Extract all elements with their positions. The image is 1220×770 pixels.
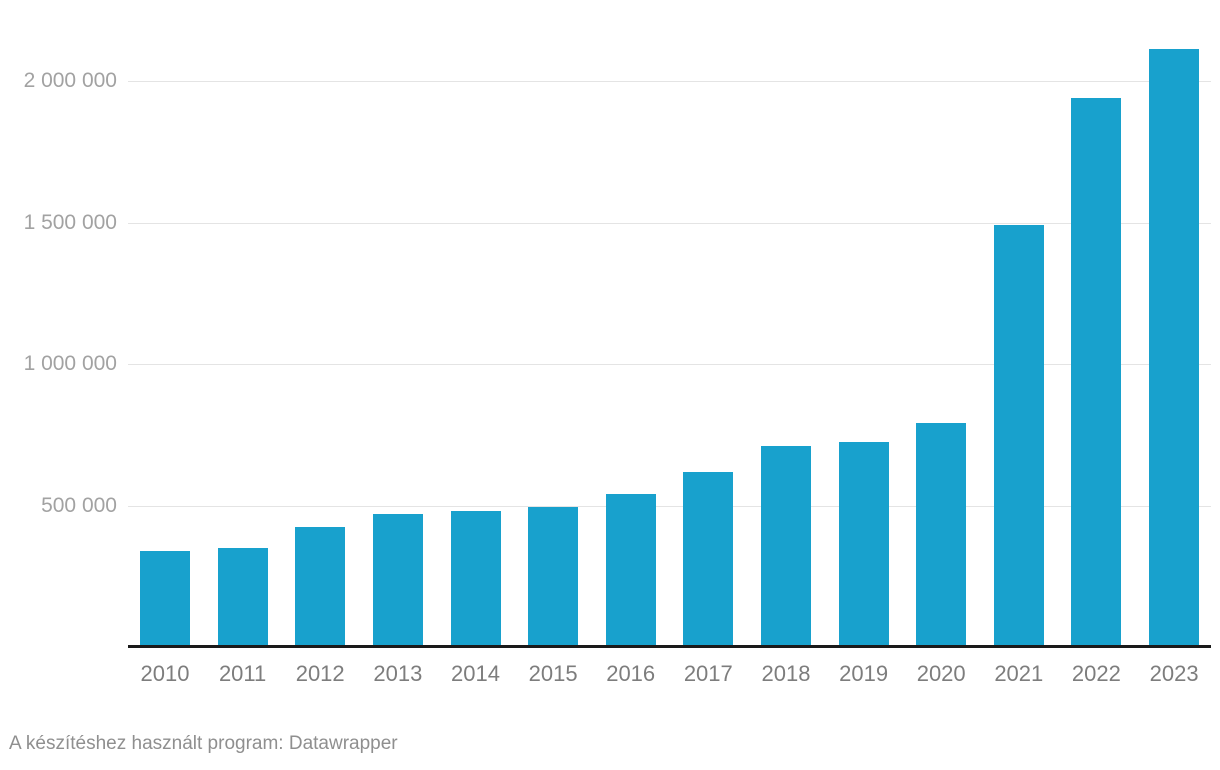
x-axis-tick-label: 2013 [373,661,423,686]
x-axis-tick-label: 2010 [140,661,190,686]
bar-2017[interactable] [683,471,734,647]
y-axis-tick-label: 2 000 000 [23,69,117,92]
x-axis-line [128,645,1211,648]
x-axis-tick-label: 2018 [761,661,811,686]
x-axis-tick-label: 2020 [916,661,966,686]
bar-2016[interactable] [605,494,656,647]
x-axis-tick-label: 2014 [451,661,500,686]
x-axis-tick-label: 2023 [1149,661,1199,686]
bar-2019[interactable] [838,441,889,647]
attribution-footer: A készítéshez használt program: Datawrap… [9,733,398,754]
bar-2021[interactable] [993,225,1044,647]
bar-2010[interactable] [140,550,190,647]
y-axis-tick-label: 500 000 [41,493,117,517]
bar-2018[interactable] [761,446,811,647]
bar-2013[interactable] [372,514,423,647]
x-axis-tick-label: 2016 [606,661,656,686]
x-axis-tick-label: 2011 [218,661,267,686]
x-axis-tick-label: 2015 [528,661,578,686]
y-axis-tick-label: 1 500 000 [23,210,117,234]
bar-2023[interactable] [1149,48,1200,647]
gridline [128,222,1211,224]
x-axis-tick-label: 2017 [683,661,733,686]
gridline [128,364,1211,365]
x-axis-tick-label: 2012 [295,661,345,686]
bar-2012[interactable] [295,526,346,647]
bar-2014[interactable] [450,511,501,647]
bar-2020[interactable] [916,423,967,647]
bar-2015[interactable] [528,506,579,647]
gridline [128,505,1211,507]
bar-2022[interactable] [1071,98,1122,647]
x-axis-tick-label: 2021 [994,661,1044,686]
y-axis-tick-label: 1 000 000 [23,352,117,375]
x-axis-tick-label: 2019 [839,661,889,686]
x-axis-tick-label: 2022 [1071,661,1121,686]
bar-2011[interactable] [217,548,268,647]
gridline [128,81,1211,82]
